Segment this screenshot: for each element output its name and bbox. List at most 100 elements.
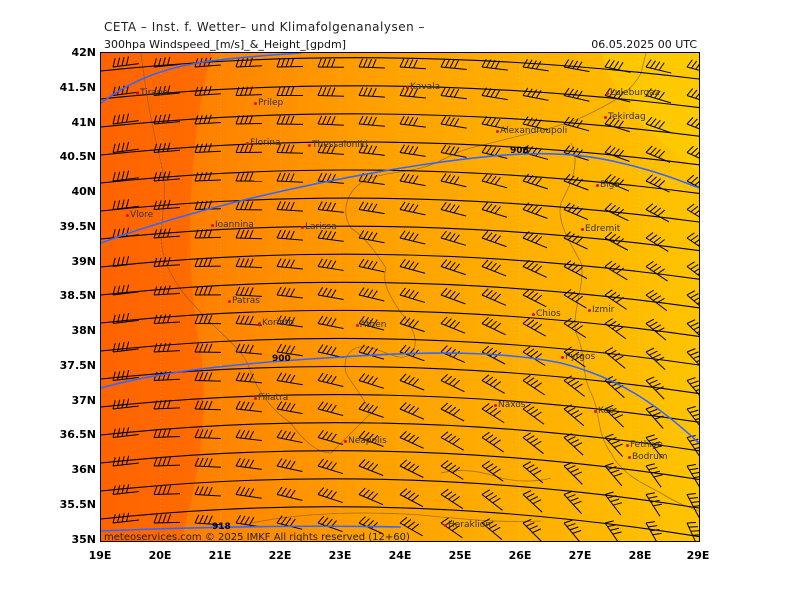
barb-feather (203, 257, 208, 267)
barb-feather (203, 343, 208, 353)
barb-feather (494, 147, 501, 156)
barb-feather (522, 202, 530, 210)
barb-feather (240, 344, 245, 353)
barb-feather (281, 287, 287, 296)
barb-shaft (645, 294, 668, 312)
barb-feather (531, 205, 538, 213)
barb-shaft (358, 152, 385, 156)
barb-feather (695, 93, 699, 99)
wind-barb (317, 229, 344, 242)
barb-feather (280, 430, 287, 439)
barb-feather (490, 233, 497, 242)
barb-feather (285, 431, 292, 440)
barb-feather (371, 319, 378, 328)
barb-feather (358, 459, 366, 467)
barb-shaft (194, 494, 221, 497)
barb-feather (613, 472, 623, 477)
barb-feather (153, 343, 158, 353)
barb-feather (574, 354, 583, 361)
barb-feather (281, 258, 286, 268)
barb-feather (285, 460, 292, 469)
barb-feather (653, 178, 662, 186)
wind-barb (399, 258, 426, 274)
city-label: Tekirdag (608, 112, 646, 122)
barb-feather (399, 459, 407, 467)
barb-feather (563, 173, 571, 182)
barb-feather (399, 201, 406, 210)
barb-feather (276, 144, 281, 153)
barb-feather (125, 198, 130, 208)
wind-barb (358, 87, 385, 98)
wind-barb (645, 59, 672, 74)
barb-feather (522, 374, 531, 381)
barb-feather (199, 429, 204, 438)
barb-feather (244, 459, 250, 468)
barb-feather (648, 525, 658, 528)
barb-feather (567, 146, 575, 155)
height-isoline (101, 169, 699, 194)
wind-barb (153, 199, 180, 210)
barb-feather (485, 434, 494, 441)
wind-barb (399, 58, 426, 70)
wind-barb (604, 462, 623, 487)
barb-shaft (317, 180, 344, 184)
barb-feather (330, 289, 337, 298)
wind-barb (399, 115, 426, 128)
barb-feather (326, 231, 332, 240)
barb-feather (493, 322, 502, 330)
barb-shaft (481, 522, 503, 541)
barb-feather (203, 458, 209, 467)
barb-feather (408, 232, 415, 241)
barb-feather (604, 145, 612, 153)
barb-feather (249, 143, 254, 153)
barb-feather (648, 437, 658, 442)
barb-feather (485, 174, 493, 183)
barb-feather (481, 403, 490, 410)
barb-shaft (358, 66, 386, 69)
barb-feather (615, 355, 624, 361)
barb-feather (367, 231, 374, 240)
barb-feather (686, 492, 696, 495)
wind-barb (194, 400, 222, 411)
barb-feather (240, 229, 245, 239)
barb-feather (276, 58, 281, 68)
barb-feather (529, 467, 539, 473)
barb-feather (399, 344, 407, 353)
barb-feather (162, 57, 166, 67)
barb-feather (367, 318, 374, 327)
barb-shaft (686, 266, 699, 277)
barb-feather (440, 115, 446, 125)
barb-feather (281, 230, 286, 239)
barb-shaft (440, 465, 464, 480)
barb-feather (567, 117, 575, 126)
barb-feather (649, 234, 658, 241)
barb-shaft (112, 120, 139, 125)
barb-feather (576, 61, 583, 70)
barb-shaft (317, 437, 344, 446)
barb-feather (645, 492, 655, 495)
barb-feather (249, 287, 254, 296)
barb-feather (690, 205, 699, 213)
wind-barb (194, 457, 221, 468)
barb-feather (285, 144, 290, 153)
barb-feather (413, 59, 418, 69)
barb-feather (153, 485, 158, 495)
barb-feather (194, 115, 199, 125)
barb-feather (317, 344, 324, 353)
barb-feather (404, 145, 410, 154)
wind-barb (194, 257, 222, 267)
barb-feather (696, 360, 699, 363)
barb-feather (153, 428, 158, 438)
barb-feather (326, 374, 333, 383)
barb-feather (362, 489, 370, 497)
barb-shaft (481, 437, 504, 453)
lat-label: 41N (71, 116, 96, 129)
barb-feather (248, 402, 254, 411)
barb-feather (488, 523, 498, 530)
barb-shaft (563, 323, 587, 338)
wind-barb (358, 201, 385, 215)
barb-feather (532, 499, 542, 505)
wind-barb (522, 403, 545, 425)
wind-barb (563, 519, 582, 541)
barb-shaft (481, 209, 507, 218)
